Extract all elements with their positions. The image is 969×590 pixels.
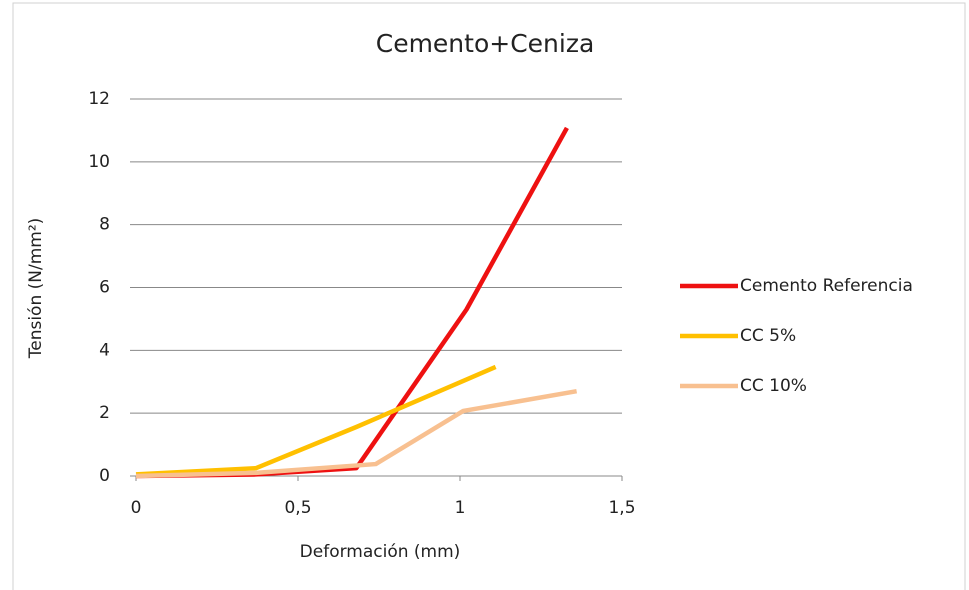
y-tick-label: 10 [88, 152, 110, 172]
chart-title: Cemento+Ceniza [376, 29, 595, 58]
series-line [135, 388, 578, 479]
y-tick-label: 6 [99, 278, 110, 298]
legend-label: CC 5% [740, 326, 796, 346]
x-axis-label: Deformación (mm) [300, 542, 461, 562]
legend-label: CC 10% [740, 376, 807, 396]
y-tick-label: 12 [88, 89, 110, 109]
y-tick-label: 0 [99, 466, 110, 486]
series-line [135, 364, 497, 477]
legend-label: Cemento Referencia [740, 276, 913, 296]
x-tick-label: 1,5 [608, 498, 635, 518]
y-tick-label: 2 [99, 403, 110, 423]
y-tick-label: 4 [99, 340, 110, 360]
x-tick-label: 0 [131, 498, 142, 518]
y-tick-label: 8 [99, 215, 110, 235]
x-tick-label: 1 [455, 498, 466, 518]
x-tick-label: 0,5 [284, 498, 311, 518]
y-axis-label: Tensión (N/mm²) [26, 218, 46, 360]
chart-frame [12, 2, 966, 590]
